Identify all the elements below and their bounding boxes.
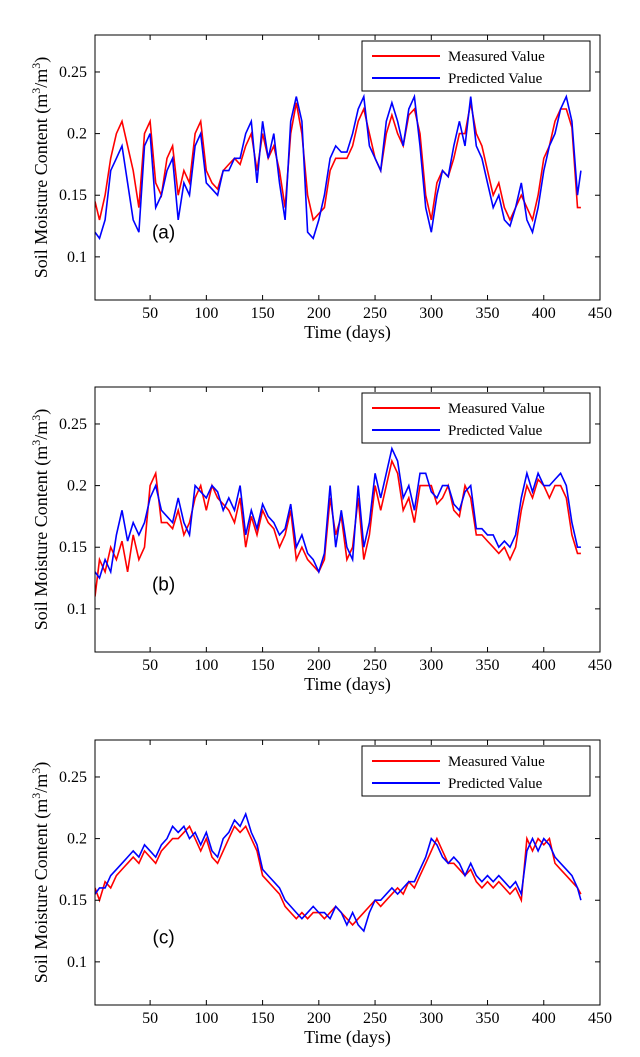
chart-panel-a: 50 100 150 200 250 300 350 400 450 0.1 0.15 0.2 0.25… bbox=[0, 0, 640, 352]
x-tick-label: 250 bbox=[363, 657, 387, 674]
x-tick-label: 100 bbox=[194, 1010, 218, 1027]
x-axis-label: Time (days) bbox=[304, 1027, 391, 1048]
series-line-predicted bbox=[95, 811, 582, 933]
panel-label: (a) bbox=[152, 222, 175, 243]
y-tick-label: 0.15 bbox=[59, 187, 87, 204]
x-tick-label: 100 bbox=[194, 657, 218, 674]
legend-label-measured: Measured Value bbox=[448, 401, 545, 417]
x-tick-label: 400 bbox=[532, 1010, 556, 1027]
x-tick-label: 300 bbox=[419, 1010, 443, 1027]
plot-frame bbox=[94, 386, 601, 653]
y-tick-label: 0.25 bbox=[59, 416, 87, 433]
y-tick-label: 0.15 bbox=[59, 892, 87, 909]
plot-frame bbox=[94, 739, 601, 1006]
plot-frame bbox=[94, 34, 601, 301]
x-tick-label: 150 bbox=[251, 1010, 275, 1027]
x-tick-label: 150 bbox=[251, 657, 275, 674]
x-tick-label: 450 bbox=[588, 1010, 612, 1027]
x-tick-label: 50 bbox=[142, 1010, 158, 1027]
x-tick-label: 450 bbox=[588, 657, 612, 674]
x-tick-label: 350 bbox=[476, 305, 500, 322]
x-tick-label: 250 bbox=[363, 305, 387, 322]
y-tick-label: 0.1 bbox=[67, 954, 87, 971]
y-tick-label: 0.2 bbox=[67, 478, 87, 495]
x-axis-label: Time (days) bbox=[304, 322, 391, 343]
chart-a-svg: 50 100 150 200 250 300 350 400 450 0.1 0.15 0.2 0.25… bbox=[29, 34, 612, 343]
y-axis-label-part: Soil Moisture Content (m bbox=[31, 799, 52, 984]
y-tick-label: 0.2 bbox=[67, 831, 87, 848]
x-tick-label: 150 bbox=[251, 305, 275, 322]
chart-c-svg: 50 100 150 200 250 300 350 400 450 0.1 0.15 0.2 0.25… bbox=[29, 739, 612, 1048]
panel-label: (b) bbox=[152, 574, 175, 595]
y-axis-label: Soil Moisture Content (m3/m3) bbox=[29, 57, 52, 279]
x-tick-label: 200 bbox=[307, 657, 331, 674]
y-axis-label-part: Soil Moisture Content (m bbox=[31, 94, 52, 279]
y-axis-label-part: 3 bbox=[29, 88, 43, 94]
x-tick-label: 300 bbox=[419, 657, 443, 674]
x-axis-label: Time (days) bbox=[304, 674, 391, 695]
panel-label: (c) bbox=[153, 927, 175, 948]
legend-box bbox=[361, 40, 591, 92]
y-axis-label-part: Soil Moisture Content (m bbox=[31, 446, 52, 631]
series-line-measured bbox=[95, 102, 581, 223]
y-axis-label-part: ) bbox=[31, 57, 52, 63]
chart-panel-c: 50 100 150 200 250 300 350 400 450 0.1 0.15 0.2 0.25… bbox=[0, 705, 640, 1057]
y-axis-label: Soil Moisture Content (m3/m3) bbox=[29, 409, 52, 631]
x-tick-label: 250 bbox=[363, 1010, 387, 1027]
x-tick-label: 350 bbox=[476, 1010, 500, 1027]
series-line-predicted bbox=[95, 93, 582, 241]
y-axis-label-part: /m bbox=[31, 774, 51, 793]
chart-panel-b: 50 100 150 200 250 300 350 400 450 0.1 0.15 0.2 0.25… bbox=[0, 352, 640, 704]
legend-box bbox=[361, 392, 591, 444]
x-tick-label: 200 bbox=[307, 305, 331, 322]
y-axis-label-part: /m bbox=[31, 69, 51, 88]
legend-label-predicted: Predicted Value bbox=[448, 776, 543, 792]
x-tick-label: 200 bbox=[307, 1010, 331, 1027]
legend-label-predicted: Predicted Value bbox=[448, 423, 543, 439]
y-axis-label-part: 3 bbox=[29, 63, 43, 69]
y-axis-label-part: 3 bbox=[29, 440, 43, 446]
y-tick-label: 0.1 bbox=[67, 601, 87, 618]
x-tick-label: 50 bbox=[142, 305, 158, 322]
y-axis-label-part: /m bbox=[31, 421, 51, 440]
x-tick-label: 100 bbox=[194, 305, 218, 322]
y-tick-label: 0.25 bbox=[59, 769, 87, 786]
y-tick-label: 0.15 bbox=[59, 539, 87, 556]
series-line-predicted bbox=[95, 446, 581, 580]
legend-label-predicted: Predicted Value bbox=[448, 71, 543, 87]
x-tick-label: 400 bbox=[532, 657, 556, 674]
y-axis-label-part: ) bbox=[31, 409, 52, 415]
x-tick-label: 450 bbox=[588, 305, 612, 322]
y-tick-label: 0.25 bbox=[59, 64, 87, 81]
x-tick-label: 300 bbox=[419, 305, 443, 322]
x-tick-label: 400 bbox=[532, 305, 556, 322]
legend-box bbox=[361, 745, 591, 797]
y-axis-label-part: 3 bbox=[29, 793, 43, 799]
y-tick-label: 0.2 bbox=[67, 126, 87, 143]
y-tick-label: 0.1 bbox=[67, 249, 87, 266]
y-axis-label-part: ) bbox=[31, 762, 52, 768]
legend-label-measured: Measured Value bbox=[448, 49, 545, 65]
chart-b-svg: 50 100 150 200 250 300 350 400 450 0.1 0.15 0.2 0.25… bbox=[29, 386, 612, 695]
legend-label-measured: Measured Value bbox=[448, 754, 545, 770]
x-tick-label: 50 bbox=[142, 657, 158, 674]
y-axis-label: Soil Moisture Content (m3/m3) bbox=[29, 762, 52, 984]
y-axis-label-part: 3 bbox=[29, 415, 43, 421]
y-axis-label-part: 3 bbox=[29, 768, 43, 774]
x-tick-label: 350 bbox=[476, 657, 500, 674]
